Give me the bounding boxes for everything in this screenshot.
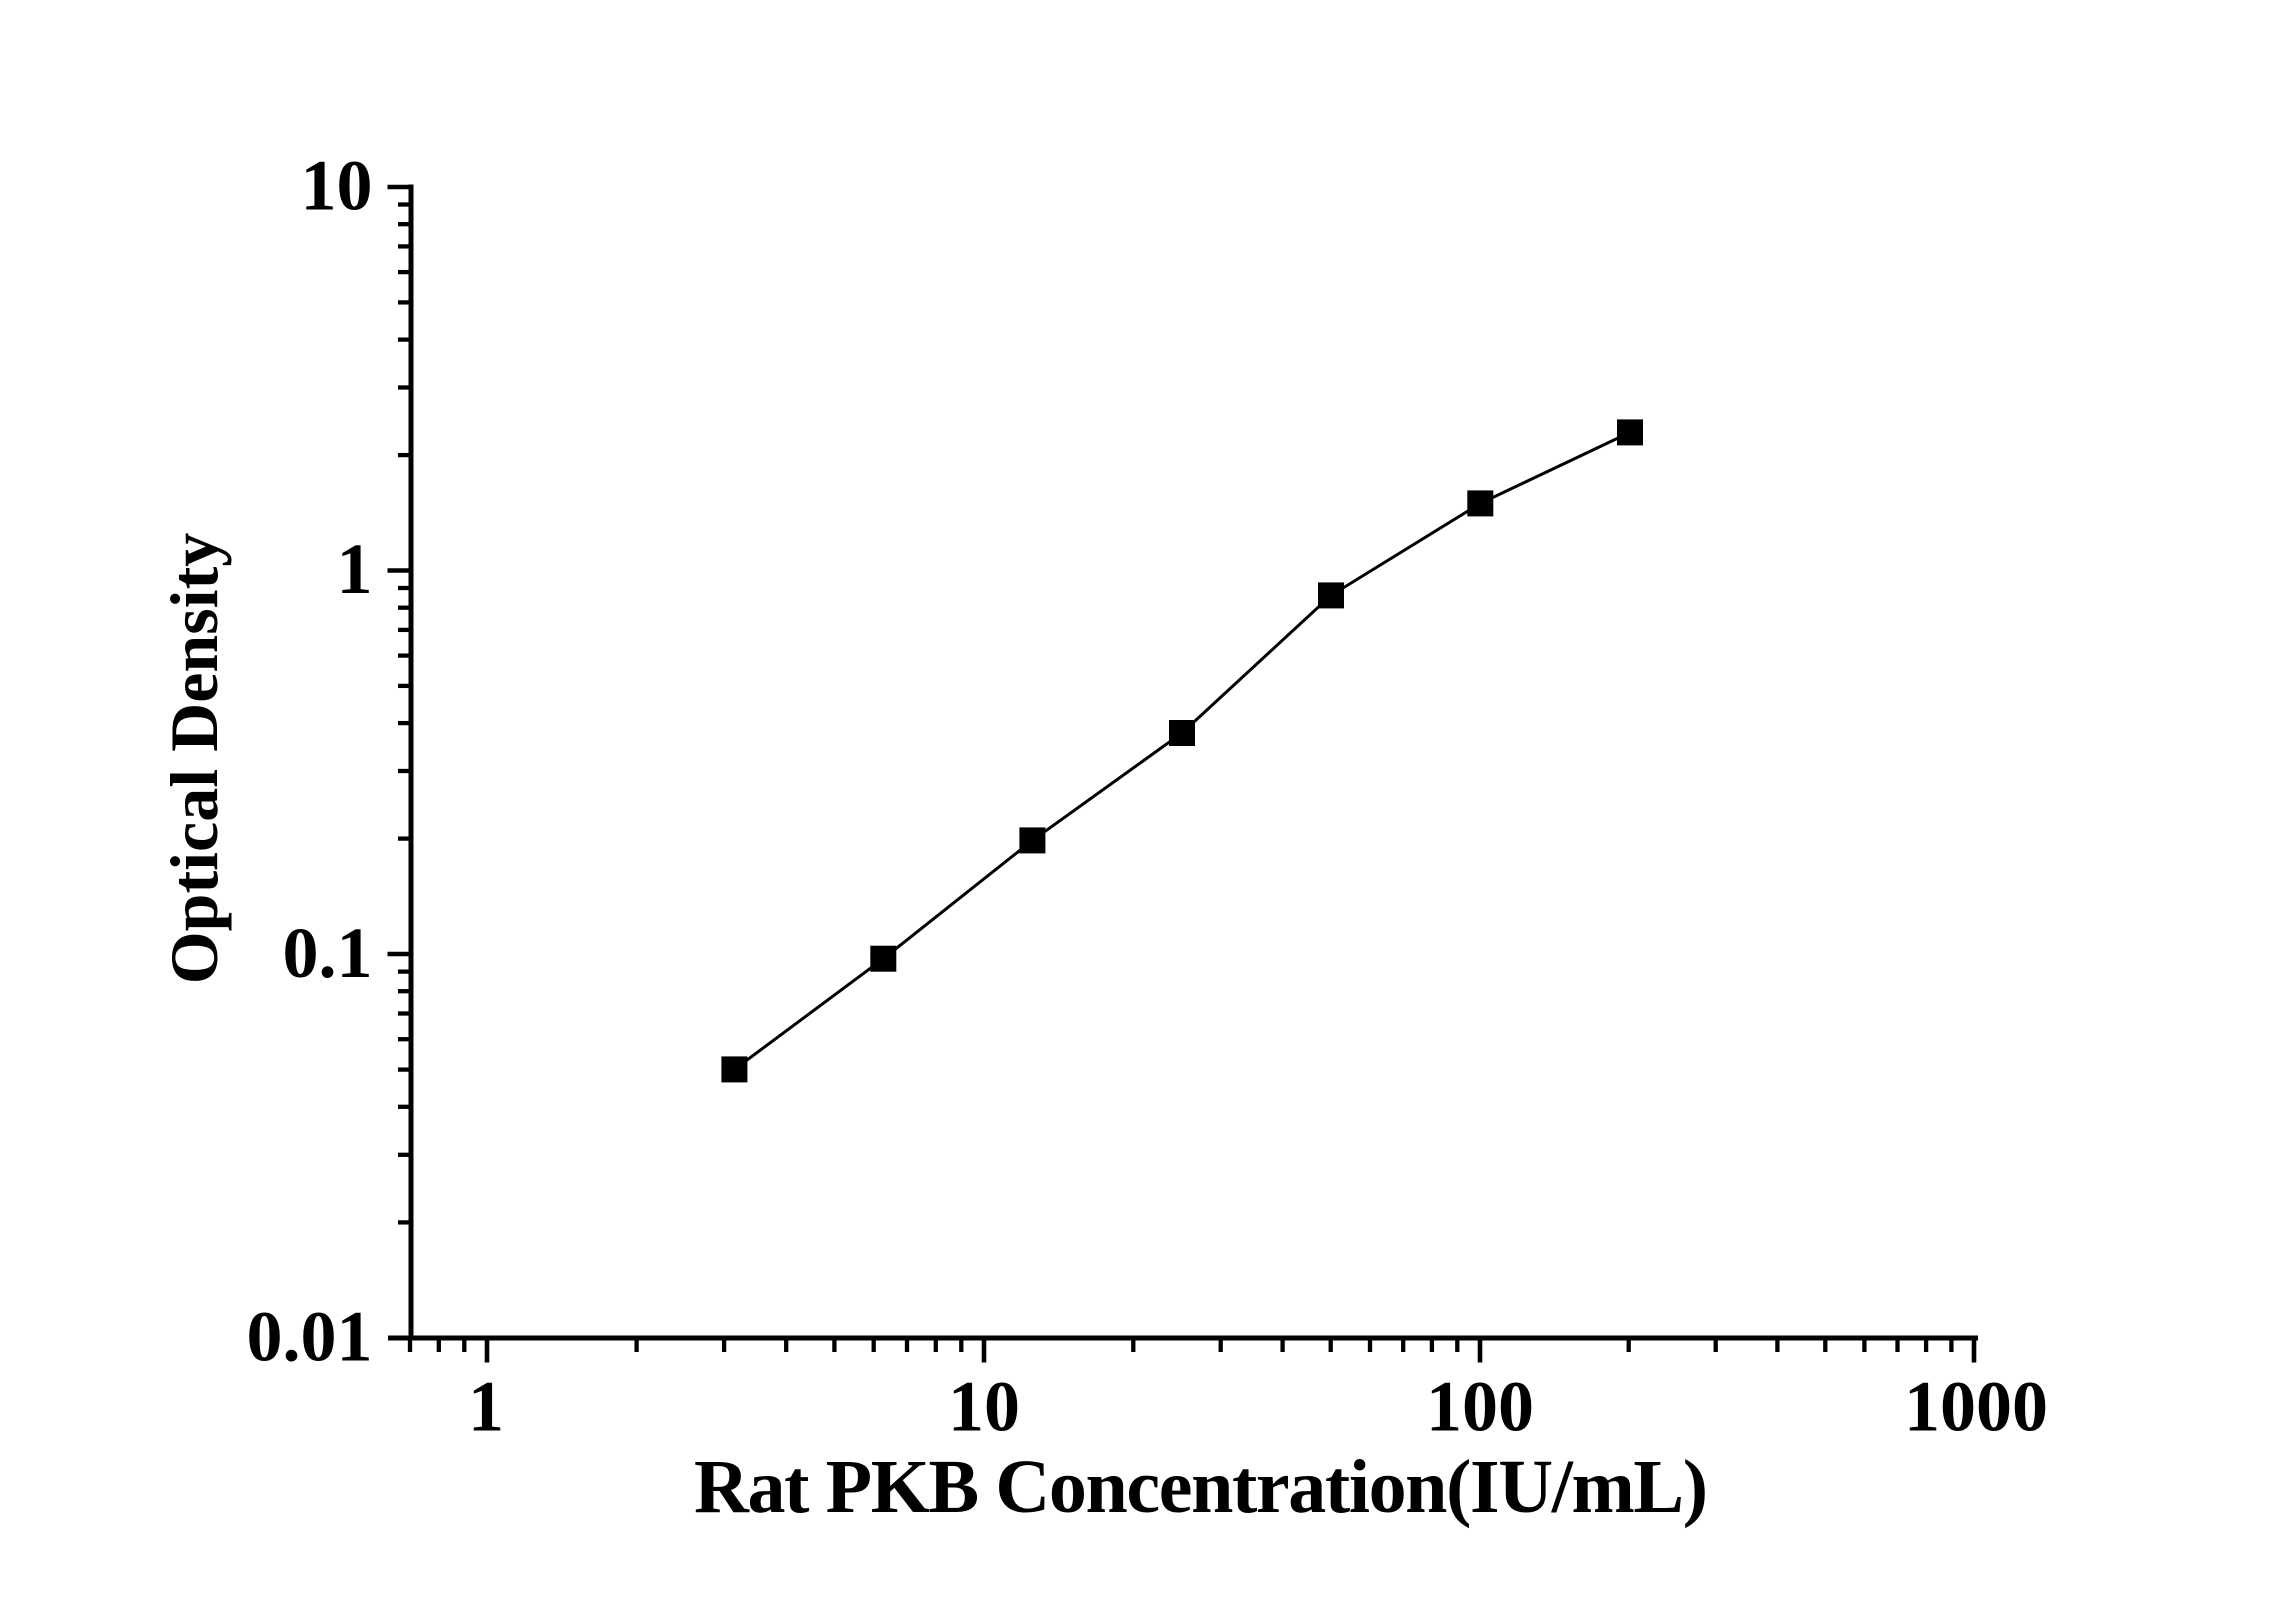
svg-text:0.01: 0.01	[247, 1297, 373, 1377]
svg-text:Optical Density: Optical Density	[156, 533, 232, 984]
svg-text:1: 1	[337, 529, 373, 609]
svg-text:10: 10	[301, 146, 373, 226]
svg-text:Rat PKB Concentration(IU/mL): Rat PKB Concentration(IU/mL)	[694, 1445, 1708, 1529]
svg-text:1: 1	[468, 1367, 504, 1447]
svg-text:1000: 1000	[1904, 1367, 2048, 1447]
svg-text:100: 100	[1426, 1367, 1534, 1447]
svg-text:0.1: 0.1	[283, 913, 373, 993]
svg-text:10: 10	[948, 1367, 1020, 1447]
